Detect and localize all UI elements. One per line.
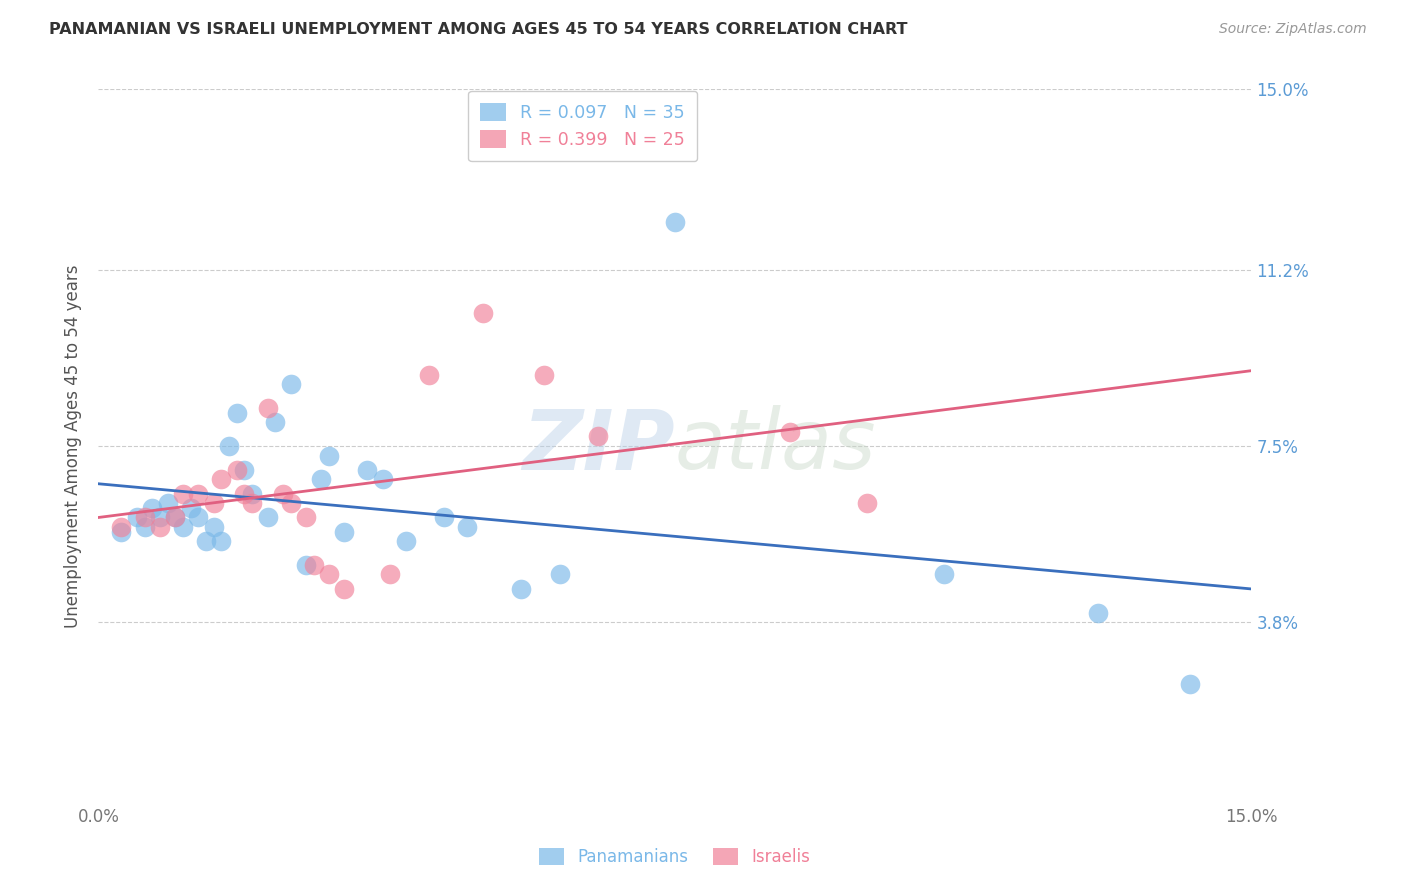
Point xyxy=(134,520,156,534)
Point xyxy=(510,582,533,596)
Point xyxy=(165,510,187,524)
Point xyxy=(264,415,287,429)
Point xyxy=(180,500,202,515)
Point xyxy=(225,463,247,477)
Point xyxy=(125,510,148,524)
Point xyxy=(433,510,456,524)
Point xyxy=(271,486,294,500)
Point xyxy=(533,368,555,382)
Point xyxy=(209,534,232,549)
Point xyxy=(548,567,571,582)
Point xyxy=(165,510,187,524)
Y-axis label: Unemployment Among Ages 45 to 54 years: Unemployment Among Ages 45 to 54 years xyxy=(65,264,83,628)
Point xyxy=(149,520,172,534)
Point xyxy=(256,510,278,524)
Point xyxy=(302,558,325,572)
Point xyxy=(110,524,132,539)
Point xyxy=(280,496,302,510)
Point xyxy=(195,534,218,549)
Point xyxy=(280,377,302,392)
Point xyxy=(1178,677,1201,691)
Point xyxy=(456,520,478,534)
Point xyxy=(187,510,209,524)
Point xyxy=(240,486,263,500)
Point xyxy=(318,567,340,582)
Point xyxy=(664,215,686,229)
Text: Source: ZipAtlas.com: Source: ZipAtlas.com xyxy=(1219,22,1367,37)
Text: PANAMANIAN VS ISRAELI UNEMPLOYMENT AMONG AGES 45 TO 54 YEARS CORRELATION CHART: PANAMANIAN VS ISRAELI UNEMPLOYMENT AMONG… xyxy=(49,22,908,37)
Point xyxy=(311,472,333,486)
Text: ZIP: ZIP xyxy=(522,406,675,486)
Point xyxy=(172,486,194,500)
Point xyxy=(156,496,179,510)
Point xyxy=(172,520,194,534)
Point xyxy=(586,429,609,443)
Legend: Panamanians, Israelis: Panamanians, Israelis xyxy=(533,841,817,873)
Point xyxy=(356,463,378,477)
Point xyxy=(418,368,440,382)
Point xyxy=(371,472,394,486)
Point xyxy=(110,520,132,534)
Point xyxy=(209,472,232,486)
Point xyxy=(932,567,955,582)
Point xyxy=(225,406,247,420)
Point xyxy=(149,510,172,524)
Point xyxy=(295,558,318,572)
Point xyxy=(295,510,318,524)
Point xyxy=(1087,606,1109,620)
Point xyxy=(333,582,356,596)
Text: atlas: atlas xyxy=(675,406,876,486)
Point xyxy=(233,486,256,500)
Point xyxy=(380,567,402,582)
Point xyxy=(471,306,494,320)
Point xyxy=(187,486,209,500)
Point xyxy=(202,496,225,510)
Point xyxy=(856,496,879,510)
Point xyxy=(333,524,356,539)
Point xyxy=(318,449,340,463)
Point xyxy=(779,425,801,439)
Point xyxy=(233,463,256,477)
Point xyxy=(134,510,156,524)
Point xyxy=(218,439,240,453)
Point xyxy=(202,520,225,534)
Point xyxy=(256,401,278,415)
Point xyxy=(141,500,163,515)
Point xyxy=(395,534,418,549)
Point xyxy=(240,496,263,510)
